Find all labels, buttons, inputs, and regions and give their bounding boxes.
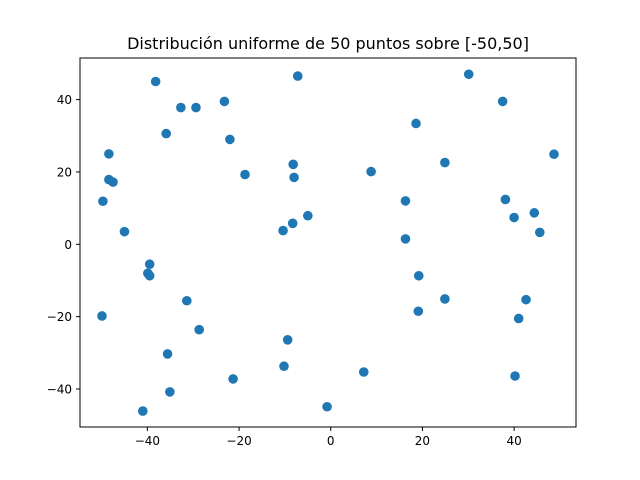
axes-layer: −40 −20 0 20 40 −40 −20 0 20 40 bbox=[47, 57, 577, 448]
scatter-point-24 bbox=[303, 210, 313, 221]
scatter-point-22 bbox=[529, 208, 540, 218]
scatter-point-48 bbox=[322, 401, 332, 412]
scatter-point-20 bbox=[400, 196, 411, 206]
x-tick-label-0: −40 bbox=[135, 434, 160, 448]
scatter-point-47 bbox=[165, 387, 175, 397]
scatter-point-9 bbox=[225, 134, 235, 145]
scatter-point-4 bbox=[191, 102, 201, 113]
scatter-point-13 bbox=[440, 157, 450, 168]
y-tick-label-0: −40 bbox=[47, 383, 72, 397]
y-tick-label-3: 20 bbox=[57, 165, 72, 179]
x-tick-label-2: 0 bbox=[327, 434, 335, 448]
points-layer bbox=[97, 69, 559, 416]
scatter-point-33 bbox=[413, 270, 424, 281]
scatter-point-14 bbox=[366, 166, 376, 177]
scatter-point-41 bbox=[282, 335, 293, 345]
scatter-point-15 bbox=[240, 169, 250, 180]
scatter-point-44 bbox=[358, 367, 369, 377]
scatter-point-16 bbox=[289, 172, 299, 183]
scatter-point-28 bbox=[534, 227, 545, 238]
scatter-point-45 bbox=[228, 374, 238, 384]
x-tick-label-3: 20 bbox=[415, 434, 430, 448]
scatter-point-29 bbox=[400, 234, 411, 244]
scatter-point-39 bbox=[513, 313, 524, 324]
plot-frame bbox=[79, 57, 577, 428]
scatter-point-7 bbox=[411, 118, 421, 129]
scatter-point-32 bbox=[144, 270, 155, 281]
y-tick-label-4: 40 bbox=[57, 93, 72, 107]
scatter-point-43 bbox=[279, 361, 289, 372]
scatter-point-35 bbox=[182, 295, 192, 306]
scatter-point-12 bbox=[288, 159, 298, 170]
scatter-point-6 bbox=[497, 96, 508, 107]
scatter-point-34 bbox=[440, 294, 450, 304]
scatter-point-19 bbox=[98, 196, 108, 207]
scatter-point-40 bbox=[194, 324, 204, 335]
y-tick-label-1: −20 bbox=[47, 310, 72, 324]
scatter-point-25 bbox=[287, 218, 298, 229]
scatter-point-0 bbox=[150, 76, 161, 87]
scatter-point-30 bbox=[144, 259, 155, 270]
scatter-point-1 bbox=[292, 71, 303, 81]
scatter-point-36 bbox=[521, 294, 531, 305]
scatter-point-11 bbox=[549, 149, 559, 160]
scatter-point-5 bbox=[219, 96, 230, 107]
scatter-point-10 bbox=[104, 149, 114, 159]
scatter-point-37 bbox=[413, 306, 424, 317]
chart-title: Distribución uniforme de 50 puntos sobre… bbox=[127, 34, 529, 53]
y-tick-label-2: 0 bbox=[64, 238, 72, 252]
scatter-point-38 bbox=[97, 311, 107, 321]
scatter-point-8 bbox=[161, 128, 171, 139]
scatter-point-23 bbox=[509, 212, 519, 223]
scatter-point-3 bbox=[176, 102, 186, 113]
scatter-point-26 bbox=[278, 225, 288, 236]
x-tick-label-4: 40 bbox=[506, 434, 521, 448]
scatter-point-2 bbox=[463, 69, 474, 80]
scatter-point-21 bbox=[500, 194, 511, 205]
x-tick-label-1: −20 bbox=[226, 434, 251, 448]
scatter-point-49 bbox=[138, 406, 148, 416]
scatter-point-27 bbox=[119, 226, 130, 237]
scatter-point-18 bbox=[108, 177, 118, 187]
scatter-point-42 bbox=[162, 349, 173, 359]
scatter-point-46 bbox=[510, 371, 520, 381]
